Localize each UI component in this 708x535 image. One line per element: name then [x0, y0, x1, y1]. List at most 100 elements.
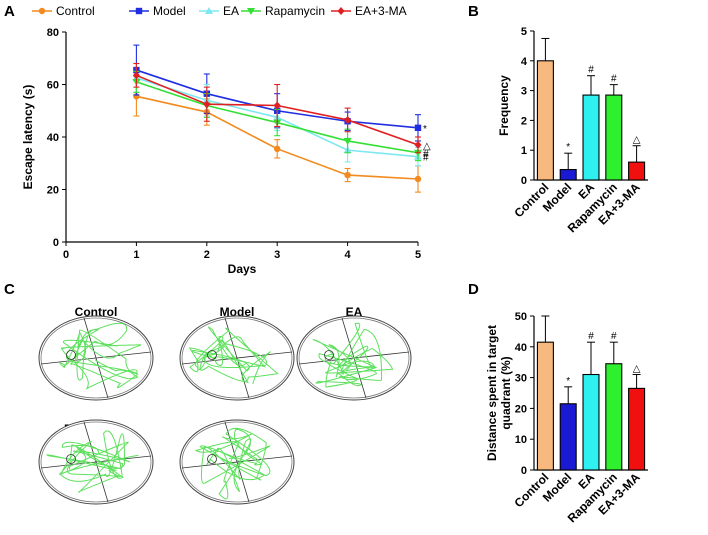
maze-title: Model — [220, 305, 255, 319]
platform — [66, 350, 76, 360]
significance-mark: # — [611, 74, 617, 85]
marker-diamond — [273, 101, 281, 110]
maze-title: EA — [346, 305, 363, 319]
y-axis-title: Escape latency (s) — [21, 85, 35, 190]
legend: Control Model EA Rapamycin EA+3-MA — [32, 4, 407, 18]
y-tick-label: 80 — [47, 27, 59, 39]
frequency-bar-chart: 012345FrequencyControl*Model#EA#Rapamyci… — [497, 26, 648, 235]
bar — [628, 161, 646, 181]
x-axis-title: Days — [228, 262, 257, 276]
significance-mark: △ — [423, 141, 431, 152]
y-tick-label: 3 — [521, 86, 527, 98]
y-tick-label: 5 — [521, 26, 527, 38]
maze-rapamycin: Rapamycin — [38, 419, 154, 505]
series-ea-3-ma — [132, 62, 422, 154]
maze-ea: EA — [296, 305, 412, 401]
marker-circle — [38, 7, 46, 15]
marker-square — [414, 124, 422, 132]
y-tick-label: 50 — [515, 311, 527, 323]
y-tick-label: 4 — [521, 56, 528, 68]
bar — [536, 341, 554, 471]
marker-circle — [414, 175, 422, 183]
platform — [207, 350, 217, 360]
swim-path — [46, 430, 139, 493]
bar — [582, 373, 600, 471]
bar-group-control: Control — [511, 37, 554, 220]
swim-path — [312, 322, 394, 388]
panel-label-c: C — [4, 281, 15, 298]
marker-circle — [344, 171, 351, 179]
x-tick-label: 0 — [63, 249, 69, 261]
bar — [605, 94, 623, 181]
maze-ea-3-ma: EA+3-MA — [179, 419, 295, 505]
marker-diamond — [132, 71, 140, 80]
significance-mark: △ — [633, 135, 641, 146]
bar — [582, 94, 600, 181]
marker-diamond — [337, 7, 345, 15]
y-tick-label: 0 — [521, 175, 527, 187]
panel-label-b: B — [468, 3, 479, 20]
y-axis-title: Distance spent in targetquadrant (%) — [485, 325, 513, 461]
y-axis-title: Frequency — [497, 75, 511, 136]
y-tick-label: 40 — [47, 132, 59, 144]
quadrant-line — [83, 421, 109, 503]
y-tick-label: 2 — [521, 115, 527, 127]
maze-title: Control — [75, 305, 118, 319]
legend-label: Rapamycin — [265, 4, 325, 18]
marker-square — [135, 7, 143, 15]
y-tick-label: 40 — [515, 342, 527, 354]
significance-mark: # — [611, 331, 617, 342]
y-tick-label: 0 — [53, 237, 59, 249]
marker-triangle-up — [205, 7, 213, 14]
y-axis-title-line: quadrant (%) — [499, 356, 513, 429]
maze-model: Model — [179, 305, 295, 401]
x-tick-label: 1 — [133, 249, 139, 261]
bar — [559, 403, 577, 471]
bar — [536, 60, 554, 181]
y-tick-label: 30 — [515, 373, 527, 385]
significance-mark: * — [423, 124, 427, 135]
panel-label-d: D — [468, 281, 479, 298]
marker-circle — [274, 145, 281, 153]
swim-path-panel: Control Model EA Rapamycin EA+3-MA — [38, 305, 412, 505]
swim-path — [194, 427, 271, 500]
legend-label: Control — [56, 4, 95, 18]
bar — [628, 387, 646, 471]
platform — [66, 454, 76, 464]
platform — [324, 350, 334, 360]
marker-triangle-down — [343, 137, 352, 145]
bar — [605, 363, 623, 471]
y-tick-label: 20 — [515, 403, 527, 415]
swim-path — [59, 322, 142, 390]
x-tick-label: 4 — [345, 249, 352, 261]
panel-label-a: A — [4, 3, 15, 20]
swim-path — [188, 326, 279, 385]
marker-diamond — [414, 140, 422, 149]
y-tick-label: 60 — [47, 80, 59, 92]
marker-triangle-down — [247, 8, 255, 15]
x-tick-label: 5 — [415, 249, 421, 261]
y-tick-label: 0 — [521, 465, 527, 477]
significance-mark: # — [423, 149, 429, 160]
x-tick-label: 2 — [204, 249, 210, 261]
maze-control: Control — [38, 305, 154, 401]
y-tick-label: 1 — [521, 145, 527, 157]
y-tick-label: 10 — [515, 434, 527, 446]
platform — [207, 454, 217, 464]
bar-group-ea: #EA — [575, 65, 600, 202]
significance-mark: # — [588, 65, 594, 76]
significance-mark: # — [423, 153, 429, 164]
legend-label: EA+3-MA — [355, 4, 407, 18]
bar — [559, 169, 577, 181]
x-tick-label: 3 — [274, 249, 280, 261]
marker-diamond — [344, 115, 352, 124]
legend-label: Model — [153, 4, 186, 18]
bar-group-ea: #EA — [575, 331, 600, 492]
marker-diamond — [203, 100, 211, 109]
y-tick-label: 20 — [47, 185, 59, 197]
y-axis-title-line: Distance spent in target — [485, 325, 499, 461]
legend-label: EA — [223, 4, 239, 18]
significance-mark: * — [566, 142, 570, 153]
